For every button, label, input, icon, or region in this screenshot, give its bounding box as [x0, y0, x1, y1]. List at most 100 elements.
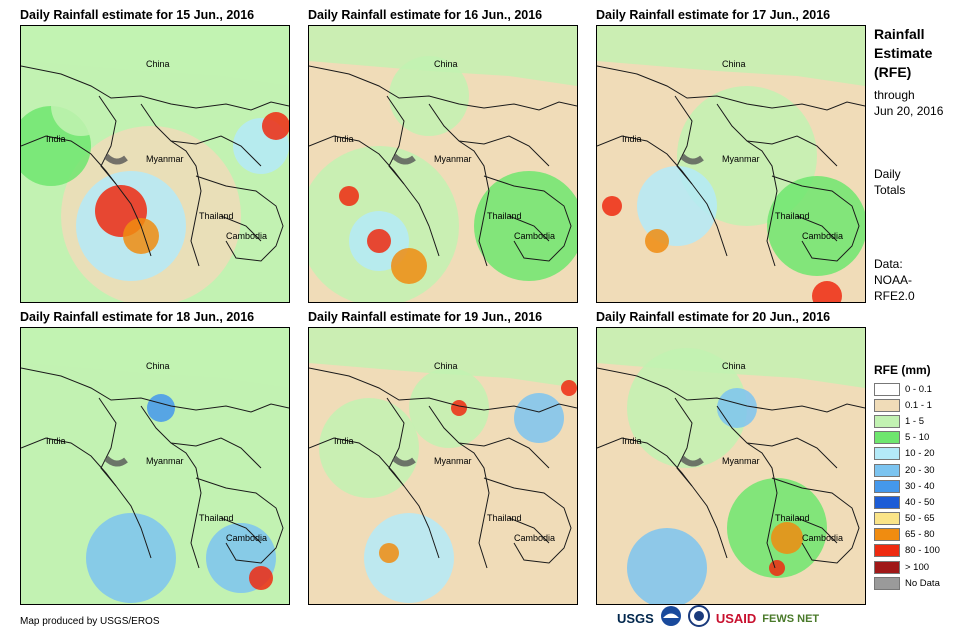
through-value: Jun 20, 2016 [874, 104, 944, 118]
legend-items: 0 - 0.1 0.1 - 1 1 - 5 5 - 10 10 - 20 20 - 30 3… [874, 381, 940, 591]
legend-label: 30 - 40 [905, 480, 935, 492]
usaid-logo: USAID [715, 611, 757, 626]
legend-swatch [874, 479, 900, 493]
legend-label: 10 - 20 [905, 448, 935, 460]
side-title-line: (RFE) [874, 64, 912, 80]
rainfall-map: China India Myanmar Thailand Cambodia [596, 327, 866, 605]
legend-item: No Data [874, 575, 940, 591]
data-source-line: NOAA- [874, 273, 913, 287]
map-label-india: India [334, 436, 354, 446]
map-label-china: China [146, 361, 170, 371]
credit-text: Map produced by USGS/EROS [20, 616, 160, 627]
legend-item: 0 - 0.1 [874, 381, 940, 397]
rainfall-map: China India Myanmar Thailand Cambodia [20, 25, 290, 303]
legend-label: > 100 [905, 561, 930, 573]
totals-line: Totals [874, 183, 906, 197]
fewsnet-logo: FEWS NET [762, 612, 820, 625]
map-label-cambodia: Cambodia [514, 533, 556, 543]
map-label-china: China [146, 59, 170, 69]
map-label-india: India [622, 134, 642, 144]
usgs-logo: USGS [617, 611, 654, 626]
map-label-cambodia: Cambodia [802, 231, 844, 241]
map-label-thailand: Thailand [199, 211, 234, 221]
map-label-thailand: Thailand [487, 513, 522, 523]
legend-swatch [874, 544, 900, 558]
map-label-india: India [622, 436, 642, 446]
map-label-cambodia: Cambodia [226, 231, 268, 241]
legend-label: No Data [905, 577, 940, 589]
legend-label: 40 - 50 [905, 496, 935, 508]
legend-item: 10 - 20 [874, 446, 940, 462]
legend-item: 50 - 65 [874, 511, 940, 527]
map-canvas [309, 328, 577, 604]
legend-item: 0.1 - 1 [874, 397, 940, 413]
map-label-thailand: Thailand [775, 513, 810, 523]
panel-title: Daily Rainfall estimate for 20 Jun., 201… [596, 310, 831, 324]
map-canvas [597, 26, 865, 302]
panel-title: Daily Rainfall estimate for 19 Jun., 201… [308, 310, 543, 324]
map-canvas [21, 328, 289, 604]
map-label-myanmar: Myanmar [146, 154, 184, 164]
legend-swatch [874, 512, 900, 526]
legend-label: 65 - 80 [905, 529, 935, 541]
map-label-india: India [46, 134, 66, 144]
rainfall-map: China India Myanmar Thailand Cambodia [308, 25, 578, 303]
map-label-india: India [334, 134, 354, 144]
rainfall-map: China India Myanmar Thailand Cambodia [308, 327, 578, 605]
legend-swatch [874, 447, 900, 461]
panel-title: Daily Rainfall estimate for 16 Jun., 201… [308, 8, 543, 22]
map-canvas [309, 26, 577, 302]
map-label-india: India [46, 436, 66, 446]
map-label-myanmar: Myanmar [722, 456, 760, 466]
logo-strip: USGS USAID FEWS NET [617, 605, 819, 632]
map-label-myanmar: Myanmar [722, 154, 760, 164]
legend-swatch [874, 414, 900, 428]
map-label-china: China [434, 361, 458, 371]
legend-label: 0.1 - 1 [905, 399, 932, 411]
legend-swatch [874, 463, 900, 477]
through-label: through [874, 88, 915, 102]
legend-item: 5 - 10 [874, 430, 940, 446]
legend-label: 50 - 65 [905, 513, 935, 525]
data-label: Data: [874, 257, 903, 271]
panel-title: Daily Rainfall estimate for 17 Jun., 201… [596, 8, 831, 22]
legend-label: 5 - 10 [905, 432, 930, 444]
rfe-legend: RFE (mm) 0 - 0.1 0.1 - 1 1 - 5 5 - 10 10 - 2… [874, 363, 940, 591]
map-label-myanmar: Myanmar [146, 456, 184, 466]
map-label-myanmar: Myanmar [434, 154, 472, 164]
legend-swatch [874, 528, 900, 542]
legend-label: 20 - 30 [905, 464, 935, 476]
legend-swatch [874, 431, 900, 445]
side-title-line: Rainfall [874, 26, 925, 42]
map-label-thailand: Thailand [775, 211, 810, 221]
side-title-line: Estimate [874, 45, 933, 61]
legend-swatch [874, 576, 900, 590]
map-label-china: China [722, 59, 746, 69]
map-label-myanmar: Myanmar [434, 456, 472, 466]
map-label-china: China [434, 59, 458, 69]
map-label-cambodia: Cambodia [514, 231, 556, 241]
map-label-thailand: Thailand [487, 211, 522, 221]
map-label-thailand: Thailand [199, 513, 234, 523]
side-title: Rainfall Estimate (RFE) [874, 25, 932, 82]
rainfall-map: China India Myanmar Thailand Cambodia [596, 25, 866, 303]
legend-item: > 100 [874, 559, 940, 575]
noaa-logo-icon [660, 605, 682, 632]
legend-item: 20 - 30 [874, 462, 940, 478]
panel-title: Daily Rainfall estimate for 18 Jun., 201… [20, 310, 255, 324]
legend-swatch [874, 382, 900, 396]
legend-item: 30 - 40 [874, 478, 940, 494]
legend-item: 80 - 100 [874, 543, 940, 559]
daily-totals: Daily Totals [874, 166, 905, 198]
legend-item: 1 - 5 [874, 413, 940, 429]
legend-label: 1 - 5 [905, 415, 925, 427]
legend-swatch [874, 398, 900, 412]
map-label-china: China [722, 361, 746, 371]
rainfall-map: China India Myanmar Thailand Cambodia [20, 327, 290, 605]
map-label-cambodia: Cambodia [226, 533, 268, 543]
data-source: Data: NOAA- RFE2.0 [874, 256, 915, 304]
data-source-line: RFE2.0 [874, 289, 915, 303]
map-canvas [597, 328, 865, 604]
legend-item: 40 - 50 [874, 494, 940, 510]
legend-swatch [874, 495, 900, 509]
